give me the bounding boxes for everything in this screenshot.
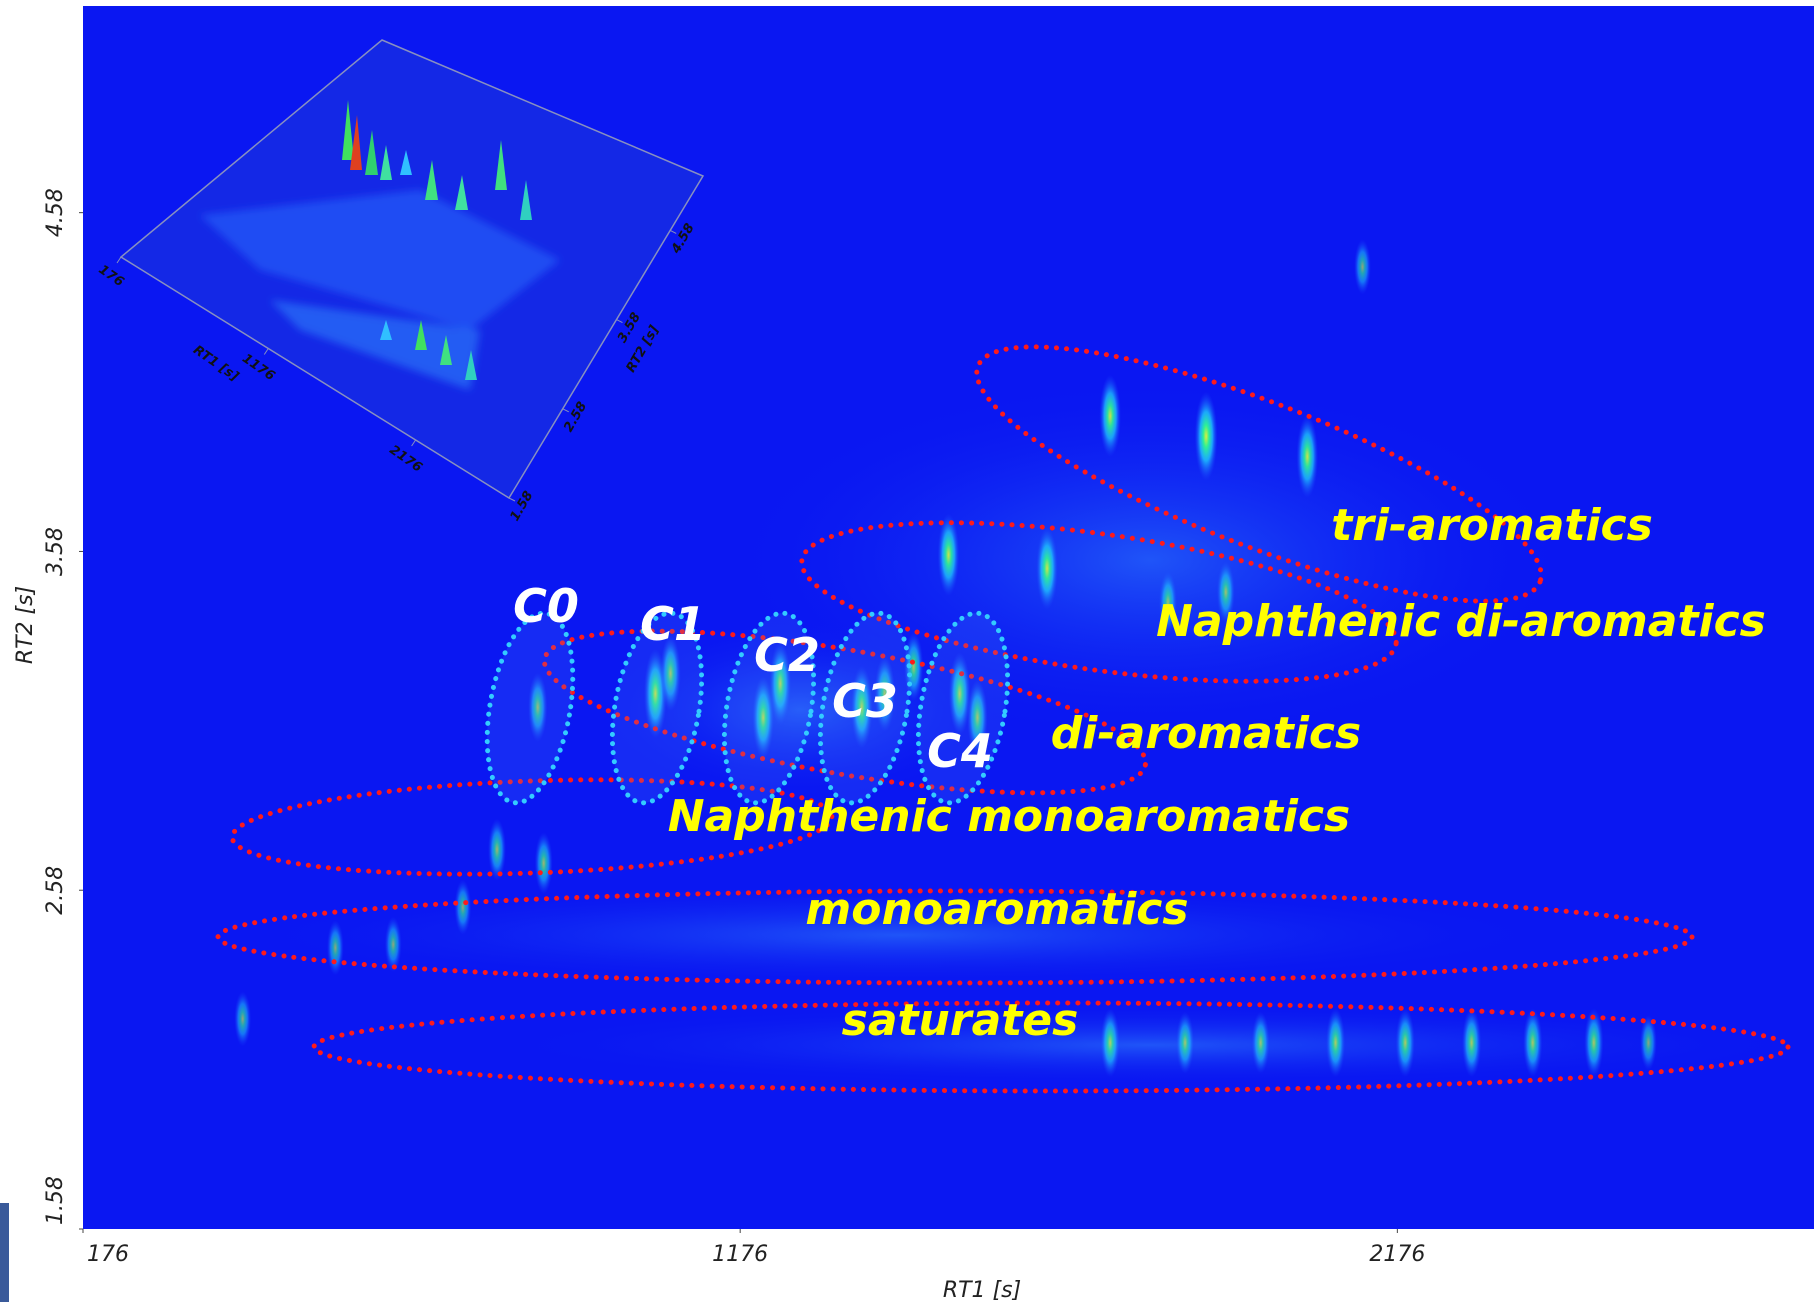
- peak: [752, 676, 774, 759]
- carbon-label: C0: [513, 579, 579, 633]
- peak: [1354, 239, 1371, 295]
- peak: [1036, 527, 1058, 610]
- carbon-outline: [721, 610, 817, 806]
- group-label: tri-aromatics: [1331, 500, 1653, 551]
- y-axis-label: RT2 [s]: [13, 586, 38, 664]
- group-label: di-aromatics: [1051, 708, 1361, 759]
- carbon-label: C3: [832, 674, 898, 728]
- peak: [1584, 1008, 1604, 1078]
- peak: [1194, 391, 1218, 481]
- x-tick-label: 176: [87, 1242, 129, 1267]
- carbon-outline: [609, 610, 705, 806]
- peak: [1158, 571, 1177, 634]
- peak: [488, 818, 507, 881]
- peak: [1099, 374, 1121, 458]
- y-tick-label: 4.58: [43, 188, 68, 237]
- inset-surface: [200, 190, 560, 390]
- inset-y-tick: [669, 229, 677, 234]
- region-outlines: [215, 344, 1791, 1094]
- peak: [1523, 1008, 1543, 1078]
- peak: [937, 513, 960, 597]
- peak: [1325, 1008, 1346, 1078]
- region-outline: [311, 1000, 1791, 1094]
- peak: [1100, 1008, 1120, 1078]
- inset-y-tick: [616, 319, 623, 324]
- peaks: [234, 239, 1657, 1078]
- peak: [1462, 1008, 1482, 1078]
- peak: [1395, 1008, 1415, 1078]
- peak: [1216, 561, 1235, 624]
- inset-y-tick: [508, 497, 516, 502]
- x-axis-label: RT1 [s]: [943, 1278, 1021, 1302]
- group-label: Naphthenic monoaromatics: [668, 791, 1351, 842]
- peak: [967, 679, 988, 756]
- inset-x-tick: [263, 348, 269, 355]
- carbon-outline: [915, 610, 1011, 806]
- group-label: saturates: [842, 995, 1079, 1046]
- peak: [326, 920, 344, 976]
- y-tick-label: 3.58: [43, 527, 68, 576]
- side-bar: [0, 1203, 9, 1302]
- y-tick-label: 1.58: [43, 1176, 68, 1225]
- carbon-label: C2: [754, 628, 820, 682]
- group-label: Naphthenic di-aromatics: [1156, 596, 1766, 647]
- peak: [1639, 1015, 1657, 1071]
- peak: [850, 666, 873, 749]
- region-outline: [229, 777, 835, 877]
- peak: [528, 672, 548, 742]
- carbon-outline: [484, 610, 576, 806]
- region-outline: [541, 628, 1149, 796]
- region-outline: [974, 344, 1544, 604]
- peak: [1296, 415, 1319, 498]
- inset-spikes: [342, 100, 532, 380]
- x-tick-label: 1176: [712, 1242, 768, 1267]
- peak: [384, 916, 402, 973]
- inset-x-tick: [411, 439, 417, 447]
- peak: [534, 832, 553, 895]
- inset-x-tick: [116, 256, 122, 264]
- region-outline: [215, 888, 1695, 986]
- peak: [769, 642, 792, 725]
- peak: [874, 655, 895, 732]
- carbon-label: C1: [640, 597, 706, 651]
- inset-y-tick: [562, 408, 569, 413]
- x-tick-label: 2176: [1369, 1242, 1425, 1267]
- peak: [1176, 1011, 1195, 1074]
- carbon-label: C4: [927, 724, 993, 778]
- peak: [948, 652, 971, 735]
- carbon-outline: [817, 610, 913, 806]
- peak: [234, 991, 252, 1047]
- region-outline: [799, 520, 1399, 684]
- peak: [1251, 1011, 1270, 1074]
- y-tick-label: 2.58: [43, 866, 68, 915]
- peak: [660, 635, 681, 712]
- peak: [454, 879, 472, 935]
- group-label: monoaromatics: [805, 884, 1188, 935]
